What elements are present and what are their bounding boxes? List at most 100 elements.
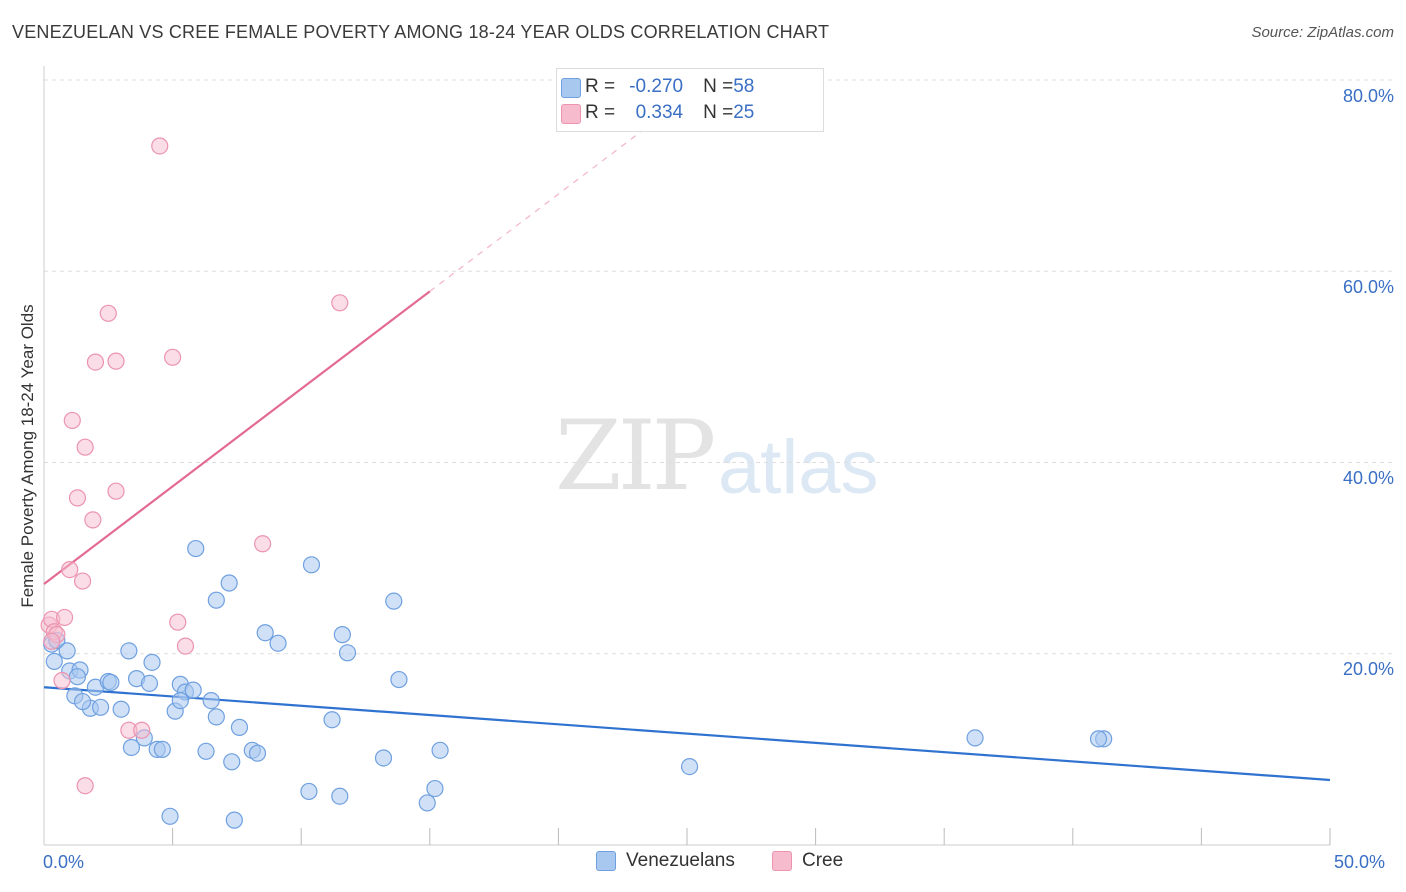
venezuelan-point [418,794,436,812]
venezuelan-point [187,539,205,558]
venezuelan-point [374,749,393,767]
venezuelan-point [161,807,179,825]
venezuelan-point [58,642,76,660]
correlation-stats-box: R = -0.270 N = 58 R = 0.334 N = 25 [556,68,824,132]
n-value: 25 [733,102,755,123]
cree-point [151,137,169,155]
venezuelan-point [426,779,444,798]
r-label: R = [585,102,616,123]
cree-point [73,572,92,590]
venezuelan-point [230,718,249,736]
watermark-zip: ZIP [555,400,716,512]
venezuelan-point [248,744,267,762]
cree-point [107,352,125,370]
venezuelan-point [112,700,130,718]
cree-legend-swatch [772,851,792,871]
venezuelan-point [207,708,225,726]
venezuelan-point [68,668,87,686]
cree-point [84,511,102,529]
cree-point [63,411,81,430]
legend-item-cree[interactable]: Cree [772,850,843,872]
cree-point [53,671,71,690]
cree-point [107,482,125,500]
cree-trend-line [43,290,431,585]
venezuelan-point [966,729,984,747]
venezuelan-point [207,591,225,609]
cree-point [76,438,94,456]
cree-point [169,613,187,631]
n-label: N = [703,76,734,97]
cree-point [61,560,79,579]
venezuelan-point [390,670,408,689]
venezuelans-swatch [561,78,581,98]
x-tick-label-min: 0.0% [43,852,85,872]
venezuelan-point [300,782,318,801]
trend-lines [43,115,1331,782]
axes [43,66,1331,846]
legend-item-venezuelans[interactable]: Venezuelans [596,850,735,872]
watermark-atlas: atlas [718,425,879,510]
cree-trend-extension [429,115,662,292]
cree-point [164,348,182,366]
stats-row-cree: R = 0.334 N = 25 [561,100,755,126]
cree-point [99,304,117,322]
venezuelan-point [225,811,243,829]
venezuelan-point [140,674,159,692]
venezuelan-point [385,592,403,610]
venezuelan-point [323,711,341,729]
cree-point [176,637,195,655]
data-points [40,137,1113,829]
grid-lines [44,79,1392,655]
y-tick-label-80: 80.0% [1342,86,1394,106]
cree-swatch [561,104,581,124]
y-tick-label-60: 60.0% [1342,277,1394,297]
cree-point [133,721,151,739]
venezuelan-point [202,692,220,710]
venezuelan-point [73,692,92,711]
cree-point [86,353,105,371]
venezuelan-point [680,757,699,776]
venezuelan-point [302,556,321,574]
venezuelan-point [338,644,357,662]
venezuelan-point [431,741,449,759]
cree-point [254,535,272,553]
cree-point [43,632,61,650]
venezuelan-point [171,692,189,710]
venezuelan-point [1089,730,1108,748]
r-value: -0.270 [629,76,684,97]
venezuelan-point [269,634,287,652]
venezuelan-point [143,653,161,671]
r-label: R = [585,76,616,97]
venezuelan-point [333,626,351,644]
venezuelan-point [223,753,241,771]
venezuelan-point [197,742,215,760]
stats-row-venezuelans: R = -0.270 N = 58 [561,74,755,100]
venezuelan-point [120,642,138,660]
venezuelan-point [153,740,171,758]
cree-point [331,294,349,312]
venezuelan-point [91,698,110,716]
cree-point [68,489,87,507]
venezuelan-point [122,738,141,757]
source-label: Source: ZipAtlas.com [1251,24,1394,41]
r-value: 0.334 [635,102,684,123]
y-tick-label-40: 40.0% [1342,468,1394,488]
y-tick-label-20: 20.0% [1342,659,1394,679]
cree-point [76,777,94,795]
venezuelan-point [102,673,120,692]
venezuelan-point [45,652,63,671]
chart-title: VENEZUELAN VS CREE FEMALE POVERTY AMONG … [12,22,830,42]
venezuelan-point [184,681,202,699]
n-value: 58 [733,76,755,97]
x-tick-label-max: 50.0% [1334,852,1386,872]
venezuelan-point [220,574,238,592]
venezuelan-point [256,624,274,642]
n-label: N = [703,102,734,123]
venezuelan-trend-line [43,686,1331,782]
venezuelan-point [331,787,349,805]
legend-label: Cree [802,850,844,871]
venezuelans-legend-swatch [596,851,616,871]
legend-label: Venezuelans [626,850,735,871]
cree-point [55,608,74,627]
